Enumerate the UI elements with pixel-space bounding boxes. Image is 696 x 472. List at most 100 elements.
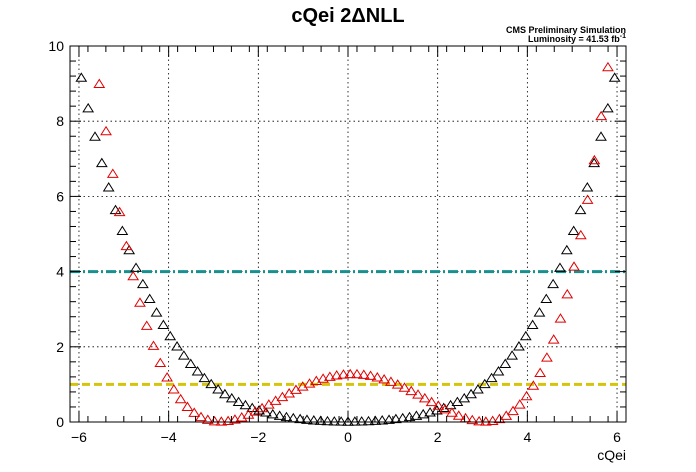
data-point: [513, 399, 526, 409]
data-point: [595, 131, 607, 141]
data-point: [93, 78, 106, 88]
data-point: [561, 288, 574, 299]
data-point: [391, 379, 404, 389]
data-point: [120, 240, 133, 251]
data-point: [323, 371, 336, 381]
data-series: [75, 61, 621, 426]
data-point: [344, 368, 357, 379]
data-point: [519, 330, 532, 341]
data-point: [588, 154, 601, 165]
luminosity-label: Luminosity = 41.53 fb-1: [528, 33, 626, 44]
x-axis-label: cQei: [597, 447, 626, 463]
data-point: [478, 378, 491, 389]
data-point: [212, 384, 224, 394]
data-point: [547, 334, 560, 344]
data-point: [161, 372, 173, 382]
data-point: [266, 408, 279, 419]
data-point: [554, 262, 566, 272]
data-point: [335, 416, 348, 426]
data-point: [328, 416, 341, 426]
data-point: [348, 416, 361, 426]
data-point: [412, 389, 424, 399]
data-point: [330, 370, 343, 380]
data-point: [547, 278, 560, 289]
data-point: [232, 396, 245, 407]
data-point: [127, 270, 140, 281]
data-point: [337, 369, 350, 379]
data-point: [75, 72, 88, 82]
data-point: [371, 372, 384, 382]
data-point: [472, 384, 484, 394]
y-tick-label-0: 0: [56, 414, 64, 430]
data-point: [554, 313, 567, 323]
data-point: [150, 307, 163, 317]
data-point: [492, 366, 505, 376]
data-point: [174, 393, 187, 404]
data-point: [608, 72, 621, 82]
data-point: [507, 405, 519, 416]
data-point: [201, 414, 214, 424]
data-point: [500, 410, 513, 420]
data-point: [432, 400, 445, 410]
data-point: [602, 61, 614, 72]
data-point: [116, 225, 129, 235]
data-point: [369, 415, 382, 425]
data-point: [417, 408, 430, 419]
data-point: [465, 388, 477, 399]
axis-ticks: −6 −4 −2 0 2 4 6 0 2 4 6 8 10: [48, 38, 627, 445]
data-point: [452, 410, 465, 420]
data-point: [109, 204, 122, 215]
data-point: [205, 378, 218, 389]
data-point: [378, 373, 391, 384]
data-point: [102, 182, 115, 192]
data-point: [307, 415, 320, 425]
data-point: [466, 414, 479, 425]
data-point: [100, 125, 112, 136]
data-point: [321, 415, 334, 426]
data-point: [184, 358, 197, 368]
grid: [70, 45, 626, 422]
data-point: [601, 102, 614, 113]
data-point: [405, 385, 418, 396]
data-point: [581, 182, 594, 192]
y-tick-label-1: 2: [56, 339, 64, 355]
data-point: [314, 415, 327, 425]
data-point: [574, 204, 587, 215]
data-point: [177, 350, 190, 360]
data-point: [181, 401, 194, 411]
data-point: [95, 157, 108, 168]
data-point: [534, 367, 547, 377]
data-point: [486, 415, 499, 425]
data-point: [191, 366, 204, 376]
data-point: [425, 396, 438, 407]
data-point: [342, 416, 354, 426]
data-point: [357, 369, 370, 379]
data-point: [581, 194, 594, 204]
chart-title: cQei 2ΔNLL: [291, 5, 404, 27]
data-point: [106, 168, 119, 178]
data-point: [439, 403, 452, 414]
data-point: [418, 392, 431, 403]
series-0: [75, 72, 621, 426]
y-tick-label-3: 6: [56, 188, 64, 204]
data-point: [533, 307, 546, 317]
data-point: [167, 384, 180, 394]
data-point: [362, 415, 375, 426]
data-point: [383, 414, 395, 424]
data-point: [164, 330, 177, 341]
data-point: [499, 358, 512, 368]
data-point: [195, 411, 207, 422]
data-point: [188, 407, 201, 417]
data-point: [239, 399, 252, 410]
data-point: [541, 352, 553, 362]
data-point: [389, 413, 402, 424]
data-point: [157, 319, 170, 329]
data-point: [208, 415, 221, 426]
y-tick-label-5: 10: [48, 38, 64, 54]
x-tick-label-1: −4: [161, 429, 177, 445]
x-tick-label-2: −2: [250, 429, 266, 445]
y-tick-label-4: 8: [56, 113, 64, 129]
data-point: [485, 372, 498, 383]
data-point: [143, 293, 156, 304]
